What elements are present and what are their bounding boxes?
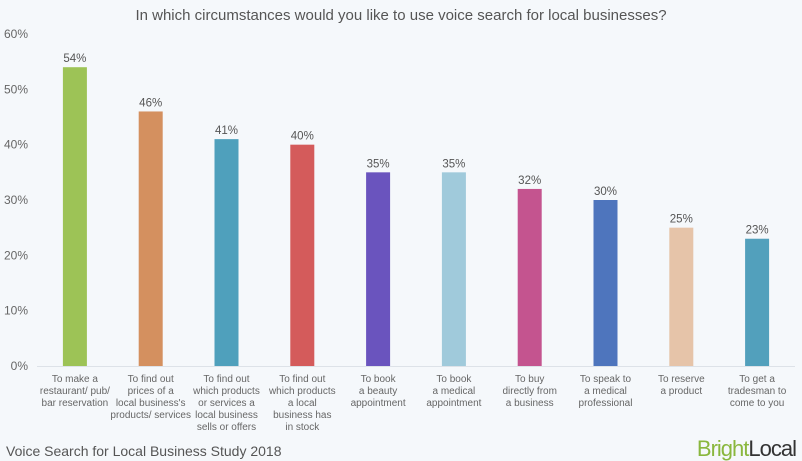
bar [138, 111, 163, 366]
y-tick-label: 60% [4, 27, 28, 41]
x-category-label: To buy directly from a business [502, 374, 556, 409]
y-tick-label: 30% [4, 193, 28, 207]
data-label: 25% [670, 214, 693, 226]
y-tick-label: 0% [11, 359, 29, 373]
y-tick-label: 10% [4, 304, 28, 318]
data-label: 46% [139, 97, 162, 109]
data-label: 40% [291, 131, 314, 143]
x-category-label: To speak to a medical professional [579, 374, 633, 409]
data-label: 32% [518, 175, 541, 187]
data-label: 23% [746, 225, 769, 237]
x-category-label: To get a tradesman to come to you [728, 374, 787, 409]
brightlocal-logo: BrightLocal [696, 436, 797, 461]
bar [745, 238, 770, 366]
data-label: 30% [594, 186, 617, 198]
y-tick-label: 40% [4, 138, 28, 152]
bar [290, 144, 315, 366]
chart-title: In which circumstances would you like to… [135, 7, 666, 24]
x-category-label: To reserve a product [658, 374, 705, 397]
x-category-label: To book a beauty appointment [351, 374, 406, 409]
x-category-label: To find out which products a local business… [268, 374, 336, 433]
x-category-label: To book a medical appointment [426, 374, 481, 409]
bar [441, 172, 466, 366]
data-label: 54% [63, 53, 86, 65]
y-tick-label: 50% [4, 82, 28, 96]
bar [593, 200, 618, 366]
x-category-label: To find out which products or services a lo… [192, 374, 260, 433]
source-caption: Voice Search for Local Business Study 20… [6, 443, 282, 459]
x-category-label: To find out prices of a local business's pr… [110, 374, 191, 421]
bar [62, 67, 87, 366]
bar [366, 172, 391, 366]
bar [517, 188, 542, 366]
data-label: 35% [367, 158, 390, 170]
bar [669, 227, 694, 366]
data-label: 35% [442, 158, 465, 170]
y-tick-label: 20% [4, 248, 28, 262]
bar [214, 139, 239, 366]
x-category-label: To make a restaurant/ pub/bar reservation [40, 374, 110, 409]
data-label: 41% [215, 125, 238, 137]
